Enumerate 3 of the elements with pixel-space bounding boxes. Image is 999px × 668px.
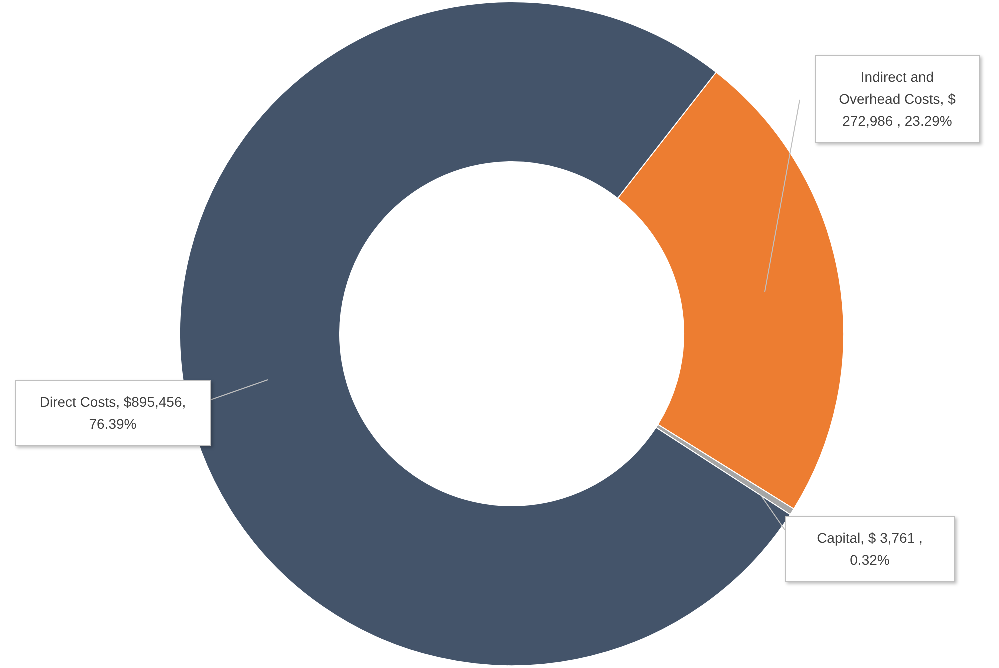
slice-label: Direct Costs, $895,456, 76.39%	[15, 380, 211, 446]
slice-label: Capital, $ 3,761 , 0.32%	[785, 516, 955, 582]
slice-label: Indirect and Overhead Costs, $ 272,986 , 23.29%	[815, 55, 980, 143]
